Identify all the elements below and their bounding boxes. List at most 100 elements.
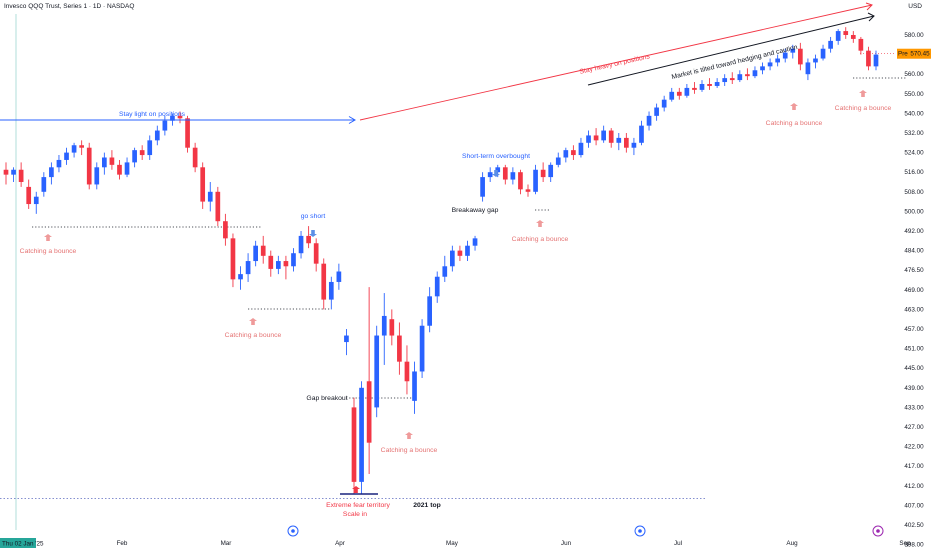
x-axis: Feb Mar Apr May Jun Jul Aug Sep Thu 02 Jan '25 (0, 538, 911, 548)
candle (419, 319, 425, 378)
candle-body (291, 253, 296, 267)
candle (56, 155, 62, 173)
candle-body (298, 235, 304, 254)
candle-body (601, 130, 606, 141)
candle (306, 226, 311, 249)
candle-body (555, 157, 561, 165)
y-tick-label: 516.00 (904, 169, 924, 176)
candle (487, 167, 493, 182)
candle (608, 128, 614, 148)
candle (669, 87, 675, 102)
candle (412, 361, 417, 414)
candle-body (230, 238, 236, 280)
candle-body (631, 142, 637, 148)
candle (124, 157, 130, 178)
candle (555, 152, 561, 168)
candle (684, 84, 690, 98)
y-tick-label: 532.00 (904, 130, 924, 137)
candle-body (147, 140, 153, 156)
catching-bounce-label: Catching a bounce (20, 248, 77, 255)
event-icon (287, 525, 299, 537)
candle-body (397, 335, 402, 362)
y-tick-label: 445.00 (904, 365, 924, 372)
overbought-arrow (492, 170, 500, 177)
candle-body (502, 167, 508, 180)
event-icon-dot (876, 529, 880, 533)
candle (805, 58, 811, 81)
candle (192, 142, 198, 173)
candle (745, 68, 750, 81)
candle (692, 82, 697, 94)
candle (752, 66, 758, 79)
y-tick-label: 398.00 (904, 542, 924, 549)
candle (510, 167, 516, 185)
y-tick-label: 412.00 (904, 483, 924, 490)
candle (18, 162, 24, 187)
candle (117, 159, 122, 180)
candle-body (109, 157, 115, 165)
chart-title: Invesco QQQ Trust, Series 1 · 1D · NASDA… (4, 3, 135, 10)
candle-body (518, 172, 523, 190)
candle (404, 345, 410, 395)
market-tilted-line (587, 15, 875, 86)
candle-body (684, 87, 690, 96)
candle-body (548, 164, 554, 178)
scale-in-label: Scale in (343, 511, 367, 518)
candle (298, 231, 304, 259)
candle-body (64, 152, 69, 160)
candle-body (472, 238, 478, 246)
event-icon (634, 525, 646, 537)
candle-body (805, 62, 811, 75)
candle-body (540, 169, 546, 178)
candle-body (336, 271, 342, 282)
candle-body (450, 250, 455, 267)
candle-body (790, 48, 796, 53)
candle (820, 44, 826, 61)
candle-body (813, 58, 818, 63)
candle-body (238, 274, 243, 280)
candle-body (313, 243, 319, 264)
catching-bounce-label: Catching a bounce (766, 120, 823, 127)
y-tick-label: 439.00 (904, 385, 924, 392)
candle-body (752, 70, 758, 77)
candle-body (775, 58, 780, 63)
catching-bounce-label: Catching a bounce (835, 105, 892, 112)
bounce-arrow (790, 103, 798, 110)
candle (154, 125, 160, 146)
candle-body (676, 91, 682, 96)
candle-body (374, 335, 380, 408)
candle (245, 253, 251, 282)
candle-body (49, 167, 54, 178)
candle-body (366, 381, 372, 443)
candle (41, 172, 47, 197)
stay-light-arrow (348, 116, 356, 124)
candle-body (3, 169, 9, 175)
candle-body (487, 172, 493, 178)
candle-body (767, 62, 773, 67)
candle-body (404, 361, 410, 382)
candle (586, 130, 591, 148)
candle (86, 142, 92, 190)
candle (450, 245, 455, 272)
candle-body (124, 162, 130, 175)
y-tick-label: 451.00 (904, 346, 924, 353)
candle-body (200, 167, 206, 202)
candle (381, 293, 387, 365)
candle (472, 235, 478, 251)
candle (207, 182, 213, 212)
candle (707, 78, 712, 90)
candle-body (866, 50, 871, 67)
y-tick-label: 402.50 (904, 522, 924, 529)
candle (177, 111, 183, 124)
bounce-arrow (859, 90, 867, 97)
candle-body (495, 167, 501, 173)
candle-body (745, 74, 750, 77)
candle (366, 287, 372, 475)
candle (813, 54, 818, 69)
candle (147, 135, 153, 160)
candle (798, 42, 803, 71)
pre-market-badge-label: Pre (898, 51, 908, 58)
candle (518, 169, 523, 195)
candle (94, 162, 100, 190)
